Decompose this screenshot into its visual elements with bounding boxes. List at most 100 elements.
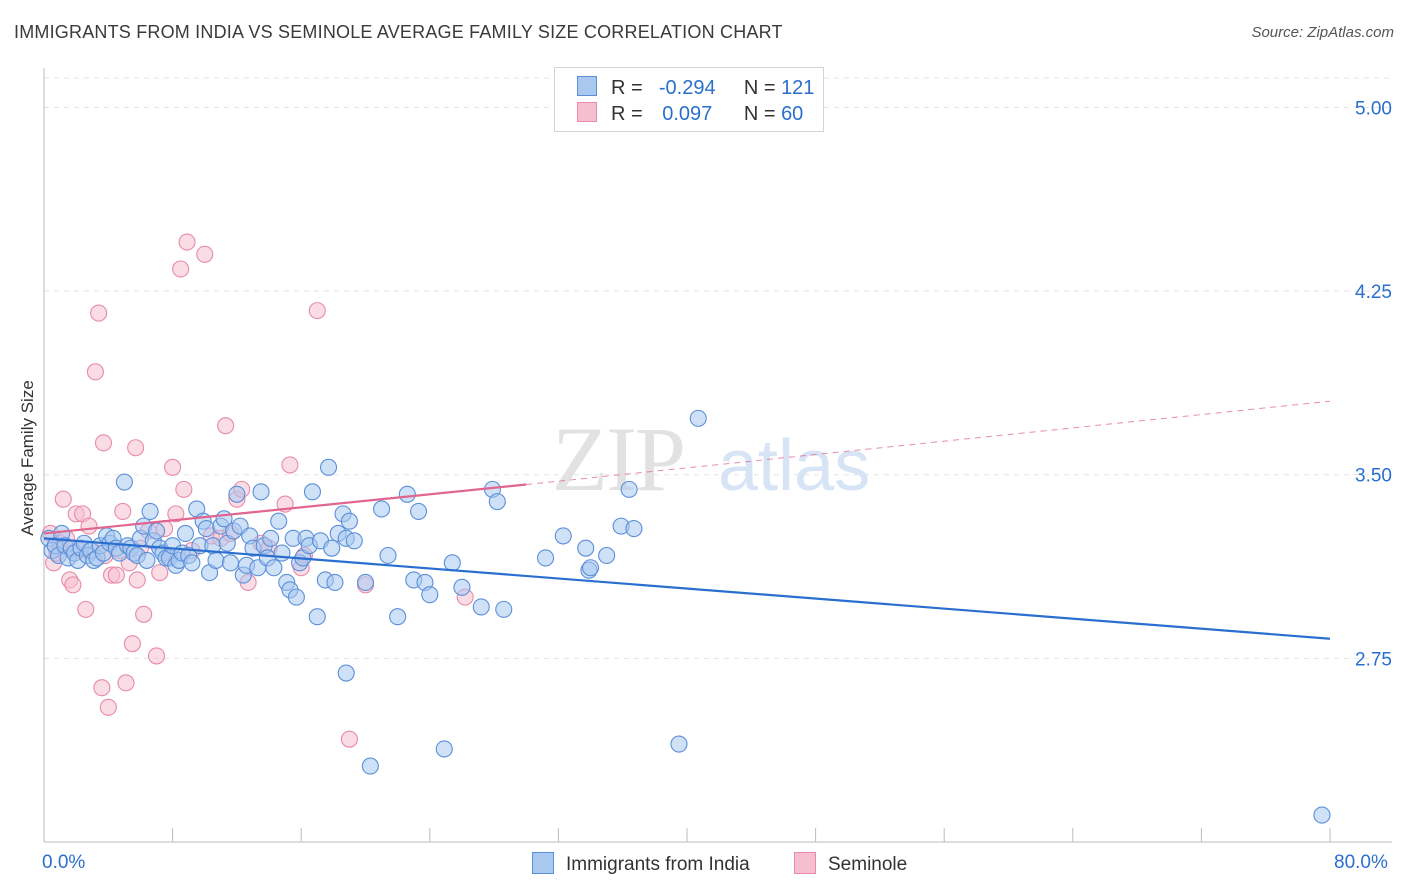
india-point bbox=[303, 483, 322, 501]
india-point bbox=[273, 544, 291, 562]
india-point bbox=[435, 740, 453, 758]
india-point bbox=[356, 573, 375, 591]
india-point bbox=[581, 559, 600, 577]
y-axis-title: Average Family Size bbox=[18, 380, 37, 536]
india-point bbox=[379, 546, 397, 565]
india-point bbox=[287, 588, 305, 606]
india-point bbox=[308, 608, 326, 626]
seminole-point bbox=[123, 635, 141, 653]
source-label: Source: ZipAtlas.com bbox=[1251, 24, 1394, 41]
india-point bbox=[340, 512, 358, 530]
india-point bbox=[389, 608, 407, 626]
trend-lines bbox=[43, 400, 1331, 640]
india-point bbox=[197, 520, 215, 538]
india-legend-swatch bbox=[532, 852, 554, 874]
india-point bbox=[361, 757, 379, 775]
seminole-trend-line bbox=[43, 483, 527, 535]
y-tick-labels: 2.75 3.50 4.25 5.00 bbox=[1355, 98, 1392, 670]
correlation-legend: R = -0.294 N = 121 R = 0.097 N = 60 bbox=[554, 67, 824, 132]
india-point bbox=[319, 458, 338, 476]
seminole-point bbox=[54, 490, 72, 508]
seminole-point bbox=[167, 505, 185, 523]
india-n-value: 121 bbox=[781, 77, 815, 99]
india-r-label: R = bbox=[611, 77, 643, 99]
india-n-label: N = bbox=[743, 77, 776, 99]
india-point bbox=[221, 554, 240, 572]
india-point bbox=[345, 532, 363, 550]
x-tick-label-max: 80.0% bbox=[1334, 852, 1388, 873]
india-point bbox=[252, 483, 270, 501]
india-point bbox=[472, 598, 490, 616]
axis-layer bbox=[43, 68, 1392, 843]
y-tick-label: 3.50 bbox=[1355, 466, 1392, 487]
seminole-point bbox=[196, 245, 214, 263]
seminole-point bbox=[164, 458, 182, 476]
legend-row-seminole: R = 0.097 N = 60 bbox=[577, 102, 803, 126]
india-point bbox=[147, 522, 166, 540]
india-point bbox=[598, 546, 616, 565]
seminole-point bbox=[135, 605, 153, 623]
india-point bbox=[183, 554, 201, 572]
legend-row-india: R = -0.294 N = 121 bbox=[577, 76, 814, 100]
india-point bbox=[577, 539, 595, 557]
india-point bbox=[421, 586, 439, 604]
watermark-zip: ZIP bbox=[552, 408, 684, 510]
india-point bbox=[176, 524, 195, 543]
seminole-n-value: 60 bbox=[781, 103, 804, 125]
seminole-point bbox=[80, 517, 98, 535]
india-r-value: -0.294 bbox=[658, 77, 716, 99]
india-point bbox=[443, 554, 461, 572]
seminole-point bbox=[90, 304, 108, 322]
india-point bbox=[207, 551, 225, 569]
seminole-trend-extension bbox=[526, 400, 1331, 485]
india-point bbox=[373, 500, 391, 518]
seminole-point bbox=[151, 564, 169, 582]
y-tick-label: 2.75 bbox=[1355, 649, 1392, 670]
chart-title: IMMIGRANTS FROM INDIA VS SEMINOLE AVERAG… bbox=[14, 22, 783, 42]
india-point bbox=[138, 551, 156, 569]
india-swatch bbox=[577, 76, 597, 96]
india-point bbox=[262, 529, 280, 547]
seminole-n-label: N = bbox=[743, 103, 776, 125]
seminole-point bbox=[107, 566, 125, 584]
india-point bbox=[398, 485, 416, 503]
india-point bbox=[536, 549, 555, 567]
india-point bbox=[115, 473, 133, 491]
seminole-point bbox=[114, 502, 132, 520]
seminole-point bbox=[86, 363, 104, 381]
y-tick-label: 5.00 bbox=[1355, 98, 1392, 119]
watermark-atlas: atlas bbox=[718, 426, 870, 506]
seminole-point bbox=[175, 480, 193, 498]
india-trend-line bbox=[43, 537, 1331, 640]
india-point bbox=[488, 493, 506, 511]
seminole-point bbox=[99, 698, 117, 716]
india-point bbox=[620, 480, 638, 498]
india-point bbox=[453, 578, 471, 596]
seminole-point bbox=[127, 439, 145, 457]
seminole-point bbox=[281, 456, 299, 474]
seminole-point bbox=[128, 571, 146, 589]
india-point bbox=[495, 600, 513, 618]
india-point bbox=[228, 485, 246, 503]
india-point bbox=[141, 502, 159, 520]
seminole-point bbox=[77, 600, 95, 618]
seminole-point bbox=[147, 647, 166, 665]
india-point bbox=[625, 520, 643, 538]
seminole-point bbox=[340, 730, 358, 748]
seminole-point bbox=[64, 576, 82, 594]
seminole-point bbox=[117, 674, 135, 692]
seminole-r-value: 0.097 bbox=[662, 103, 713, 125]
india-point bbox=[409, 502, 428, 520]
bottom-legend-seminole: Seminole bbox=[794, 852, 907, 876]
india-point bbox=[670, 735, 688, 753]
seminole-point bbox=[217, 417, 235, 435]
india-point bbox=[326, 573, 344, 591]
india-point bbox=[689, 409, 707, 427]
india-point bbox=[1313, 806, 1331, 824]
x-tick-label-min: 0.0% bbox=[42, 852, 86, 873]
seminole-point bbox=[94, 434, 113, 452]
seminole-r-label: R = bbox=[611, 103, 643, 125]
y-tick-label: 4.25 bbox=[1355, 282, 1392, 303]
seminole-point bbox=[308, 302, 326, 320]
